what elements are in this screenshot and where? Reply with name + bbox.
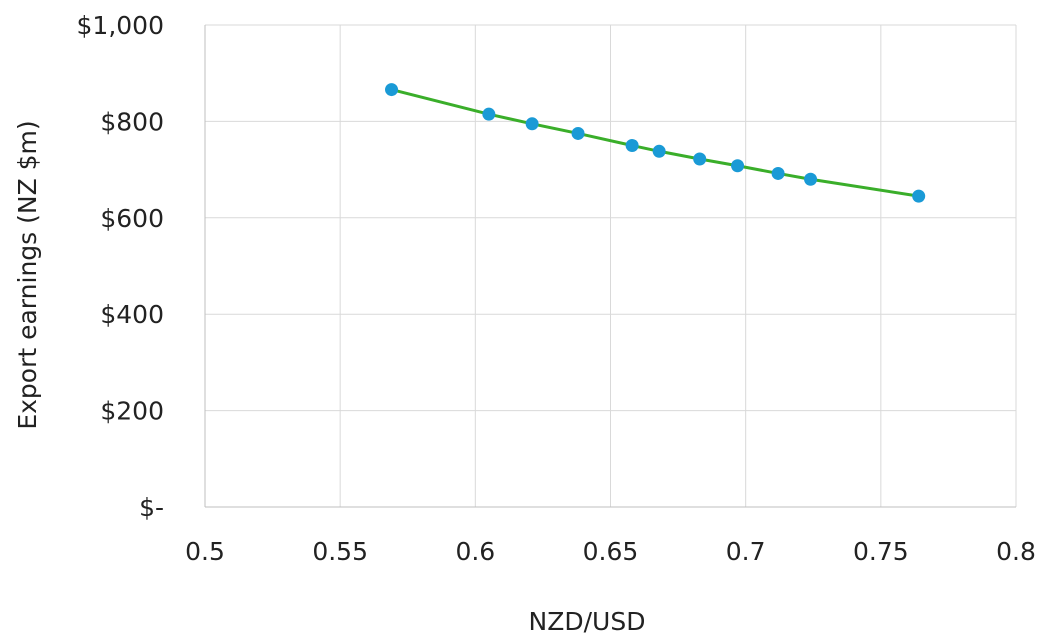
data-point xyxy=(693,152,707,166)
gridlines xyxy=(205,24,1017,507)
y-tick-labels: $- $200 $400 $600 $800 $1,000 xyxy=(77,11,164,522)
data-point xyxy=(385,83,399,97)
x-tick-label: 0.75 xyxy=(853,537,909,566)
x-tick-label: 0.6 xyxy=(455,537,495,566)
y-tick-label: $200 xyxy=(100,397,164,426)
data-point xyxy=(525,117,539,131)
data-point xyxy=(771,166,785,180)
axes xyxy=(204,25,1016,508)
y-tick-label: $800 xyxy=(100,107,164,136)
data-point xyxy=(571,126,585,140)
data-point xyxy=(482,107,496,121)
data-point xyxy=(652,144,666,158)
y-tick-label: $1,000 xyxy=(77,11,164,40)
y-axis-title: Export earnings (NZ $m) xyxy=(13,120,42,429)
x-tick-label: 0.55 xyxy=(312,537,368,566)
x-tick-label: 0.8 xyxy=(996,537,1036,566)
y-tick-label: $- xyxy=(139,493,164,522)
data-point xyxy=(804,172,818,186)
data-point xyxy=(731,159,745,173)
y-tick-label: $400 xyxy=(100,300,164,329)
data-point xyxy=(625,139,639,152)
x-tick-labels: 0.5 0.55 0.6 0.65 0.7 0.75 0.8 xyxy=(185,537,1036,566)
x-tick-label: 0.5 xyxy=(185,537,225,566)
series xyxy=(385,83,926,203)
x-tick-label: 0.65 xyxy=(583,537,639,566)
data-point xyxy=(912,189,926,203)
x-axis-title: NZD/USD xyxy=(529,607,646,636)
series-line xyxy=(391,88,919,198)
y-tick-label: $600 xyxy=(100,204,164,233)
x-tick-label: 0.7 xyxy=(726,537,766,566)
